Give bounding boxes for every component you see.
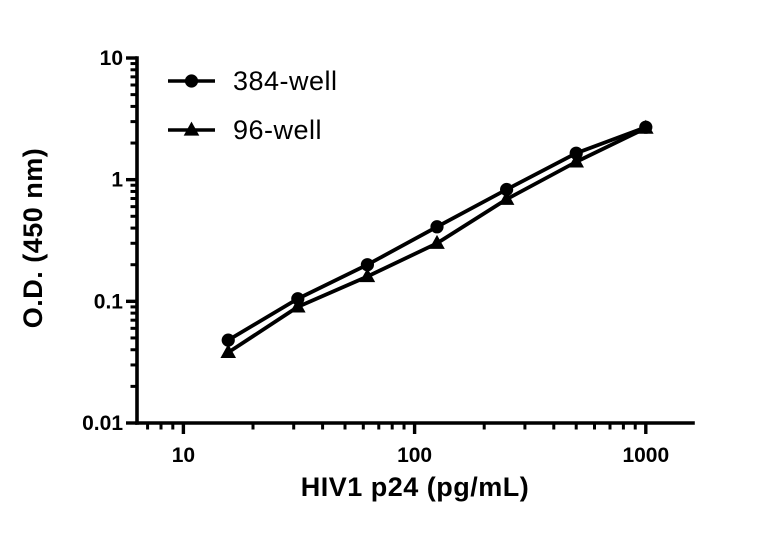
point-triangle-96-well [429,234,445,249]
axes-group: 10 100 1000 0.01 0.1 1 10 [82,47,695,467]
legend-item-96-well: 96-well [168,115,322,145]
point-circle-384-well [639,120,653,134]
point-circle-384-well [291,292,305,306]
point-circle-384-well [360,258,375,272]
legend-item-384-well: 384-well [168,66,338,96]
x-tick-label: 10 [172,444,195,467]
point-triangle-96-well [290,298,306,313]
point-circle-384-well [430,220,444,234]
point-triangle-96-well [220,344,237,359]
y-tick-label: 10 [100,47,123,70]
series-group [220,119,654,359]
legend-circle-icon [184,74,199,88]
legend-triangle-icon [183,121,200,136]
y-tick-label: 1 [111,169,123,192]
y-axis-title: O.D. (450 nm) [18,148,48,329]
legend-label: 384-well [233,66,338,96]
point-triangle-96-well [498,190,515,205]
x-tick-label: 100 [397,444,432,467]
point-circle-384-well [569,146,583,160]
point-triangle-96-well [359,268,376,283]
y-tick-label: 0.01 [82,412,123,435]
point-circle-384-well [500,182,514,197]
x-axis-title: HIV1 p24 (pg/mL) [301,472,530,502]
point-circle-384-well [221,333,235,347]
x-tick-label: 1000 [622,444,669,467]
y-tick-label: 0.1 [94,290,124,313]
point-triangle-96-well [568,153,585,168]
legend: 384-well 96-well [168,66,338,145]
legend-label: 96-well [233,115,322,145]
